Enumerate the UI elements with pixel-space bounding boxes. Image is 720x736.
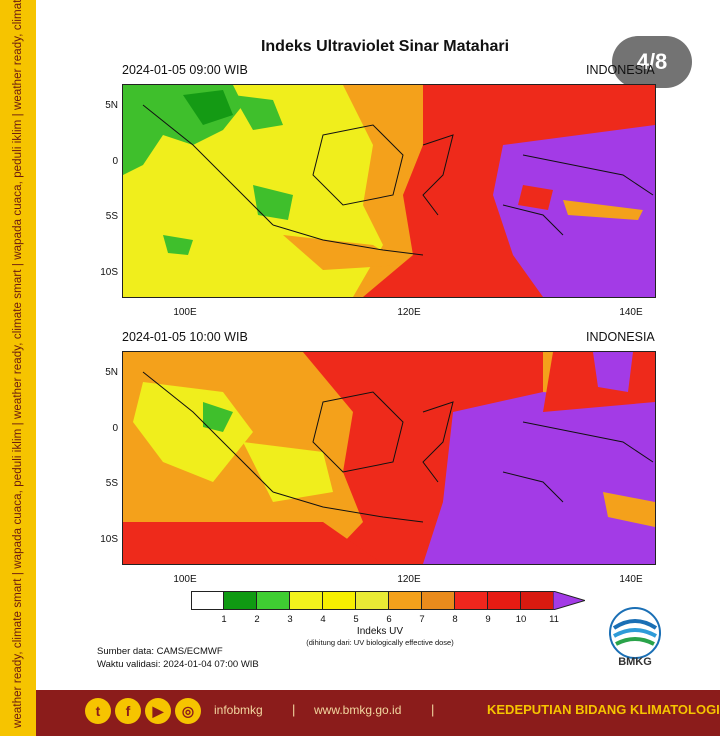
uv-map-1000	[122, 351, 656, 565]
colorbar-tick-label: 5	[353, 614, 359, 625]
colorbar-tick-label: 3	[287, 614, 293, 625]
p1-lon-120e: 120E	[397, 307, 421, 318]
uv-map-0900	[122, 84, 656, 298]
p1-lat-5s: 5S	[105, 211, 118, 222]
data-source: Sumber data: CAMS/ECMWF	[97, 646, 223, 657]
colorbar-segment	[488, 591, 521, 610]
colorbar-segment	[521, 591, 554, 610]
slide-counter[interactable]: 4/8	[612, 36, 692, 88]
legend-subtitle: (dihitung dari: UV biologically effectiv…	[306, 638, 454, 647]
p2-lat-5n: 5N	[105, 367, 118, 378]
instagram-icon[interactable]: ◎	[175, 698, 201, 724]
colorbar-segment	[422, 591, 455, 610]
footer-separator-1: |	[292, 702, 296, 717]
p1-lon-100e: 100E	[173, 307, 197, 318]
footer-website-link[interactable]: www.bmkg.go.id	[314, 703, 402, 717]
colorbar-tick-label: 7	[419, 614, 425, 625]
facebook-icon[interactable]: f	[115, 698, 141, 724]
footer-department: KEDEPUTIAN BIDANG KLIMATOLOGI	[487, 702, 720, 717]
p2-lat-5s: 5S	[105, 478, 118, 489]
youtube-icon[interactable]: ▶	[145, 698, 171, 724]
panel1-region: INDONESIA	[586, 63, 655, 77]
p1-lat-5n: 5N	[105, 100, 118, 111]
page-title: Indeks Ultraviolet Sinar Matahari	[260, 38, 510, 55]
colorbar-tick-label: 9	[485, 614, 491, 625]
footer-separator-2: |	[431, 702, 435, 717]
colorbar-tick-label: 4	[320, 614, 326, 625]
footer-instagram-handle[interactable]: infobmkg	[214, 703, 263, 717]
colorbar-tick-label: 6	[386, 614, 392, 625]
p2-lat-10s: 10S	[100, 534, 118, 545]
colorbar-tick-label: 8	[452, 614, 458, 625]
p2-lon-100e: 100E	[173, 574, 197, 585]
colorbar-arrow	[553, 591, 585, 610]
footer-bar: t f ▶ ◎ infobmkg | www.bmkg.go.id | KEDE…	[36, 690, 720, 736]
colorbar-tick-label: 11	[549, 614, 559, 625]
colorbar-tick-label: 1	[221, 614, 227, 625]
bmkg-logo-icon	[609, 607, 661, 659]
p2-lon-140e: 140E	[619, 574, 643, 585]
panel2-datetime: 2024-01-05 10:00 WIB	[122, 330, 248, 344]
legend-title: Indeks UV	[356, 626, 404, 637]
p2-lon-120e: 120E	[397, 574, 421, 585]
colorbar-segment	[290, 591, 323, 610]
uv-colorbar	[191, 591, 554, 610]
p1-lon-140e: 140E	[619, 307, 643, 318]
colorbar-segment	[257, 591, 290, 610]
colorbar-tick-label: 2	[254, 614, 260, 625]
side-tagline: weather ready, climate smart | wapada cu…	[12, 0, 24, 728]
colorbar-segment	[356, 591, 389, 610]
p1-lat-10s: 10S	[100, 267, 118, 278]
p1-lat-0: 0	[112, 156, 118, 167]
p2-lat-0: 0	[112, 423, 118, 434]
side-strip: weather ready, climate smart | wapada cu…	[0, 0, 36, 736]
twitter-icon[interactable]: t	[85, 698, 111, 724]
colorbar-segment	[323, 591, 356, 610]
panel1-datetime: 2024-01-05 09:00 WIB	[122, 63, 248, 77]
colorbar-segment	[455, 591, 488, 610]
colorbar-segment	[224, 591, 257, 610]
colorbar-tick-label: 10	[515, 614, 527, 625]
bmkg-logo-text: BMKG	[618, 656, 652, 668]
colorbar-segment	[191, 591, 224, 610]
validity-time: Waktu validasi: 2024-01-04 07:00 WIB	[97, 659, 259, 670]
panel2-region: INDONESIA	[586, 330, 655, 344]
colorbar-segment	[389, 591, 422, 610]
